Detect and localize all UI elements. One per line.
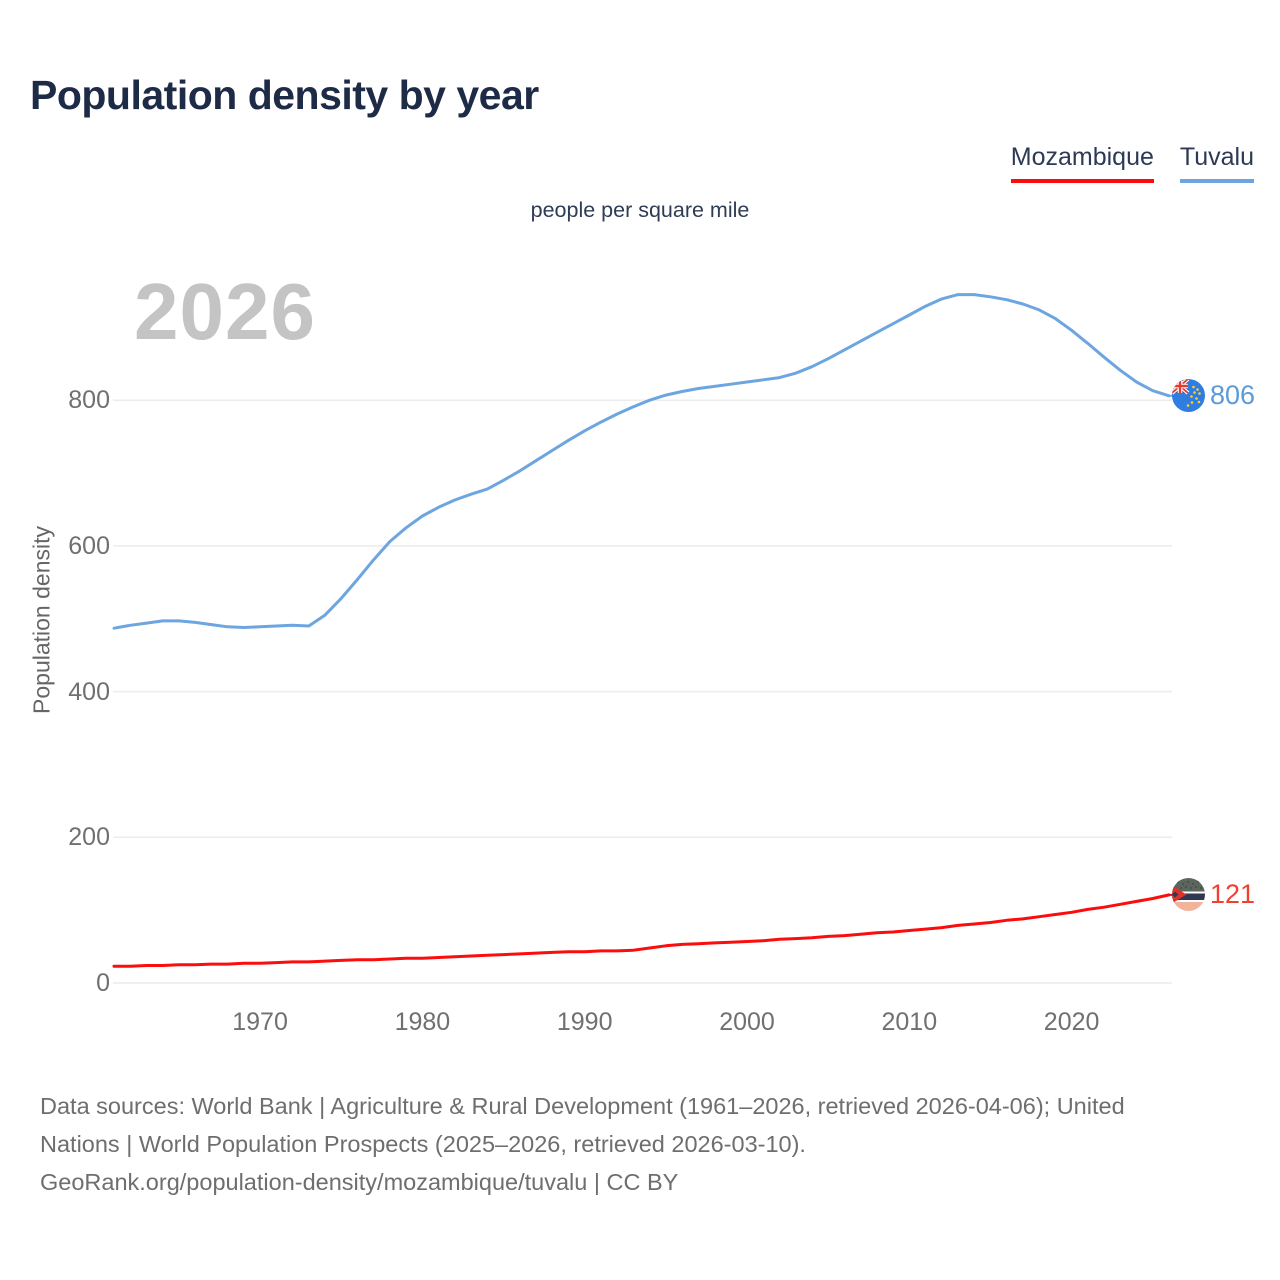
x-tick-label-2020: 2020 xyxy=(1043,1008,1100,1036)
mozambique-flag-icon xyxy=(1172,878,1205,912)
footer-attribution: GeoRank.org/population-density/mozambiqu… xyxy=(40,1169,679,1195)
tuvalu-end-value: 806 xyxy=(1210,380,1256,411)
y-tick-label-800: 800 xyxy=(68,386,110,415)
mozambique-endpoint: 121 xyxy=(1172,878,1256,912)
legend: Mozambique Tuvalu xyxy=(1010,143,1254,183)
y-tick-label-600: 600 xyxy=(68,531,110,560)
y-tick-label-0: 0 xyxy=(96,969,110,997)
tuvalu-endpoint: 806 xyxy=(1172,379,1256,413)
tuvalu-flag-icon xyxy=(1172,379,1205,413)
year-watermark: 2026 xyxy=(134,267,316,356)
mozambique-end-value: 121 xyxy=(1210,879,1256,910)
legend-item-mozambique[interactable]: Mozambique xyxy=(1010,143,1154,183)
x-tick-label-2000: 2000 xyxy=(719,1008,775,1036)
unit-subtitle: people per square mile xyxy=(530,198,750,222)
x-tick-label-1970: 1970 xyxy=(232,1008,288,1036)
y-tick-label-400: 400 xyxy=(68,677,110,706)
footer-sources-line-1: Data sources: World Bank | Agriculture &… xyxy=(40,1093,1125,1119)
page-title: Population density by year xyxy=(30,72,539,118)
y-tick-label-200: 200 xyxy=(68,823,110,852)
x-tick-label-2010: 2010 xyxy=(881,1008,938,1036)
footer: Data sources: World Bank | Agriculture &… xyxy=(40,1087,1250,1201)
footer-sources-line-2: Nations | World Population Prospects (20… xyxy=(40,1131,806,1157)
x-tick-label-1990: 1990 xyxy=(556,1008,613,1036)
x-tick-label-1980: 1980 xyxy=(394,1008,451,1036)
legend-item-tuvalu[interactable]: Tuvalu xyxy=(1179,143,1254,183)
mozambique-line[interactable] xyxy=(112,893,1171,968)
